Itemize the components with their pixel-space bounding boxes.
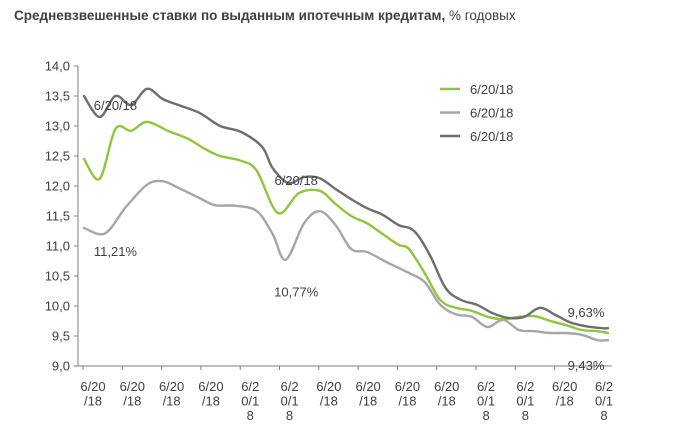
y-tick-label: 14,0 [45, 59, 70, 74]
y-tick-label: 10,5 [45, 269, 70, 284]
data-label: 6/20/18 [275, 173, 318, 188]
x-tick-label: 6/20/18 [552, 379, 577, 409]
chart-title-unit: % годовых [445, 8, 516, 23]
y-tick-label: 9,5 [52, 329, 70, 344]
x-tick-label: 6/20/18 [395, 379, 420, 409]
series-line-darkgray [82, 87, 610, 330]
x-tick-label: 6/20/18 [80, 379, 105, 409]
data-label: 11,21% [94, 244, 138, 259]
series-line-lightgray [82, 179, 610, 342]
y-tick-label: 9,0 [52, 359, 70, 374]
data-label: 9,63% [568, 305, 605, 320]
data-label: 6/20/18 [94, 98, 137, 113]
y-tick-label: 12,0 [45, 179, 70, 194]
legend-label: 6/20/18 [470, 129, 513, 144]
y-tick-label: 13,0 [45, 119, 70, 134]
y-tick-label: 10,0 [45, 299, 70, 314]
legend-label: 6/20/18 [470, 82, 513, 97]
legend-label: 6/20/18 [470, 106, 513, 121]
data-label: 9,43% [568, 358, 605, 373]
y-tick-label: 12,5 [45, 149, 70, 164]
data-label: 10,77% [274, 285, 319, 300]
chart-title: Средневзвешенные ставки по выданным ипот… [14, 8, 516, 23]
y-tick-label: 13,5 [45, 89, 70, 104]
chart-title-main: Средневзвешенные ставки по выданным ипот… [14, 8, 446, 23]
x-tick-label: 6/20/18 [434, 379, 459, 409]
series-line-green [82, 120, 610, 335]
x-tick-label: 6/20/18 [120, 379, 145, 409]
x-tick-label: 6/20/18 [198, 379, 223, 409]
y-tick-label: 11,0 [46, 239, 70, 254]
x-tick-label: 6/20/18 [159, 379, 184, 409]
x-tick-label: 6/20/18 [316, 379, 341, 409]
x-tick-label: 6/20/18 [355, 379, 380, 409]
y-tick-label: 11,5 [46, 209, 70, 224]
